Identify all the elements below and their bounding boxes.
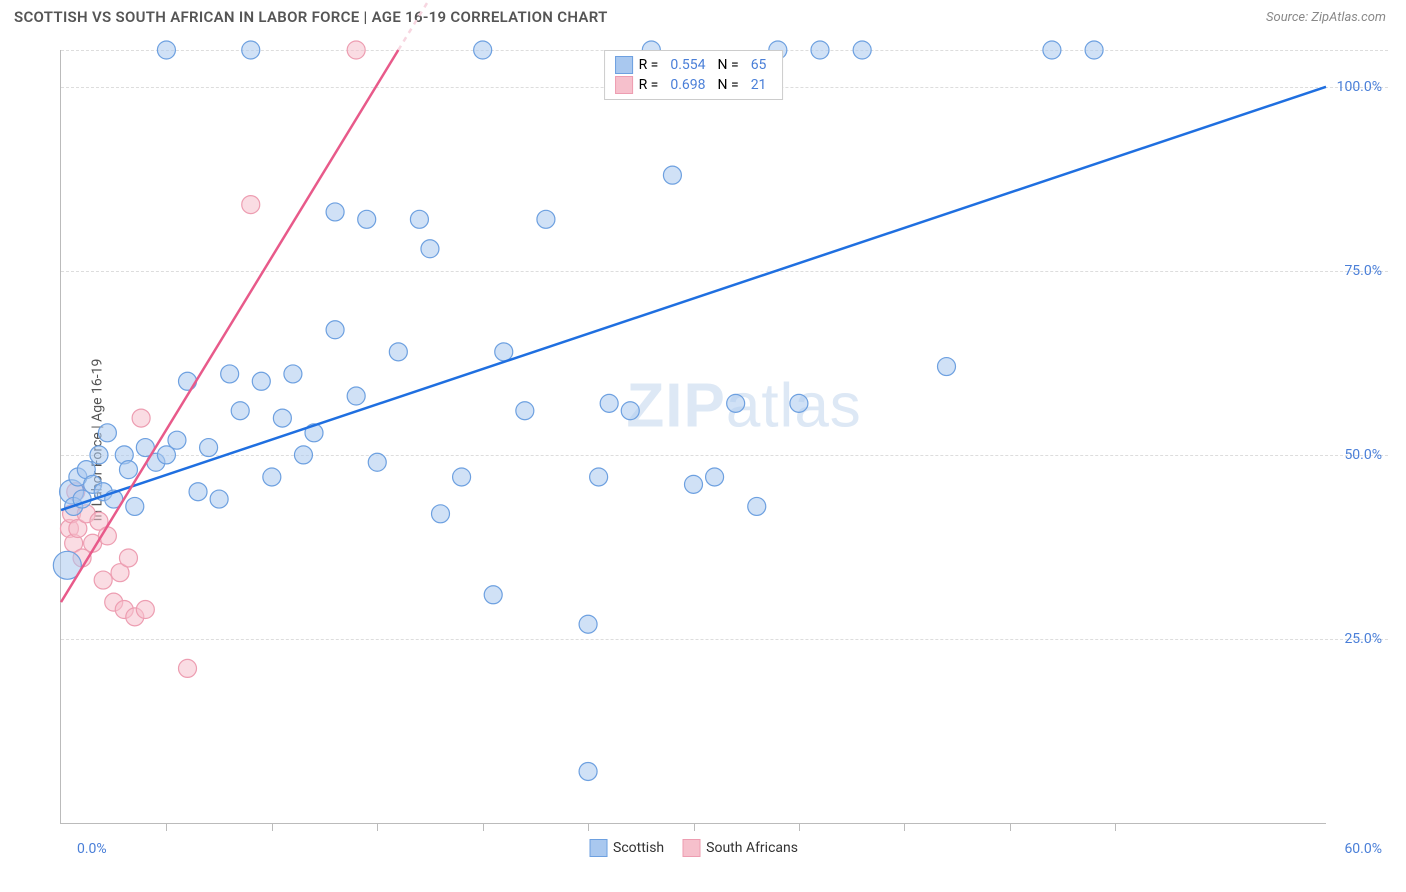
scatter-point (663, 166, 681, 184)
scatter-point (189, 483, 207, 501)
scatter-point (453, 468, 471, 486)
scatter-point (579, 615, 597, 633)
scatter-point (242, 41, 260, 59)
scatter-point (179, 659, 197, 677)
chart-title: SCOTTISH VS SOUTH AFRICAN IN LABOR FORCE… (14, 8, 608, 26)
scatter-point (294, 446, 312, 464)
scatter-point (484, 586, 502, 604)
scatter-point (853, 41, 871, 59)
scatter-point (811, 41, 829, 59)
chart-header: SCOTTISH VS SOUTH AFRICAN IN LABOR FORCE… (0, 0, 1406, 36)
scatter-point (231, 402, 249, 420)
plot-area: ZIPatlas R = 0.554 N = 65 R = 0.698 N = … (60, 50, 1326, 824)
legend-row-south-africans: R = 0.698 N = 21 (615, 75, 773, 95)
series-legend: Scottish South Africans (589, 839, 798, 857)
legend-swatch-scottish (615, 56, 633, 74)
legend-swatch-icon (589, 839, 607, 857)
scatter-point (168, 431, 186, 449)
trend-line (61, 87, 1326, 510)
scatter-point (221, 365, 239, 383)
scatter-point (358, 210, 376, 228)
scatter-point (326, 321, 344, 339)
scatter-point (579, 762, 597, 780)
scatter-point (685, 475, 703, 493)
scatter-point (474, 41, 492, 59)
scatter-point (516, 402, 534, 420)
scatter-point (621, 402, 639, 420)
scatter-point (389, 343, 407, 361)
scatter-point (94, 571, 112, 589)
scatter-point (790, 394, 808, 412)
y-tick-label: 25.0% (1344, 631, 1382, 647)
scatter-point (326, 203, 344, 221)
scatter-point (210, 490, 228, 508)
scatter-point (252, 372, 270, 390)
chart-source: Source: ZipAtlas.com (1266, 10, 1386, 25)
y-tick-label: 75.0% (1344, 263, 1382, 279)
x-axis-max-label: 60.0% (1344, 841, 1382, 857)
scatter-point (98, 424, 116, 442)
scatter-point (179, 372, 197, 390)
scatter-point (410, 210, 428, 228)
scatter-point (1043, 41, 1061, 59)
scatter-point (132, 409, 150, 427)
scatter-point (590, 468, 608, 486)
scatter-point (495, 343, 513, 361)
legend-row-scottish: R = 0.554 N = 65 (615, 55, 773, 75)
scatter-point (368, 453, 386, 471)
scatter-point (600, 394, 618, 412)
scatter-point (938, 358, 956, 376)
scatter-point (748, 497, 766, 515)
scatter-point (157, 41, 175, 59)
scatter-point (537, 210, 555, 228)
scatter-point (119, 461, 137, 479)
legend-item-south-africans: South Africans (682, 839, 798, 857)
correlation-legend: R = 0.554 N = 65 R = 0.698 N = 21 (604, 50, 784, 100)
legend-item-scottish: Scottish (589, 839, 664, 857)
y-tick-label: 100.0% (1337, 79, 1382, 95)
scatter-point (263, 468, 281, 486)
scatter-point (136, 601, 154, 619)
trend-line (61, 50, 398, 602)
scatter-point (284, 365, 302, 383)
scatter-plot-svg (61, 50, 1326, 823)
scatter-point (200, 439, 218, 457)
scatter-point (1085, 41, 1103, 59)
chart-container: In Labor Force | Age 16-19 ZIPatlas R = … (38, 38, 1388, 842)
scatter-point (706, 468, 724, 486)
scatter-point (273, 409, 291, 427)
scatter-point (347, 387, 365, 405)
scatter-point (126, 497, 144, 515)
legend-swatch-south-africans (615, 76, 633, 94)
scatter-point (432, 505, 450, 523)
x-axis-min-label: 0.0% (77, 841, 107, 857)
scatter-point (727, 394, 745, 412)
scatter-point (421, 240, 439, 258)
scatter-point (347, 41, 365, 59)
scatter-point (119, 549, 137, 567)
y-tick-label: 50.0% (1344, 447, 1382, 463)
scatter-point (90, 446, 108, 464)
scatter-point (242, 196, 260, 214)
legend-swatch-icon (682, 839, 700, 857)
